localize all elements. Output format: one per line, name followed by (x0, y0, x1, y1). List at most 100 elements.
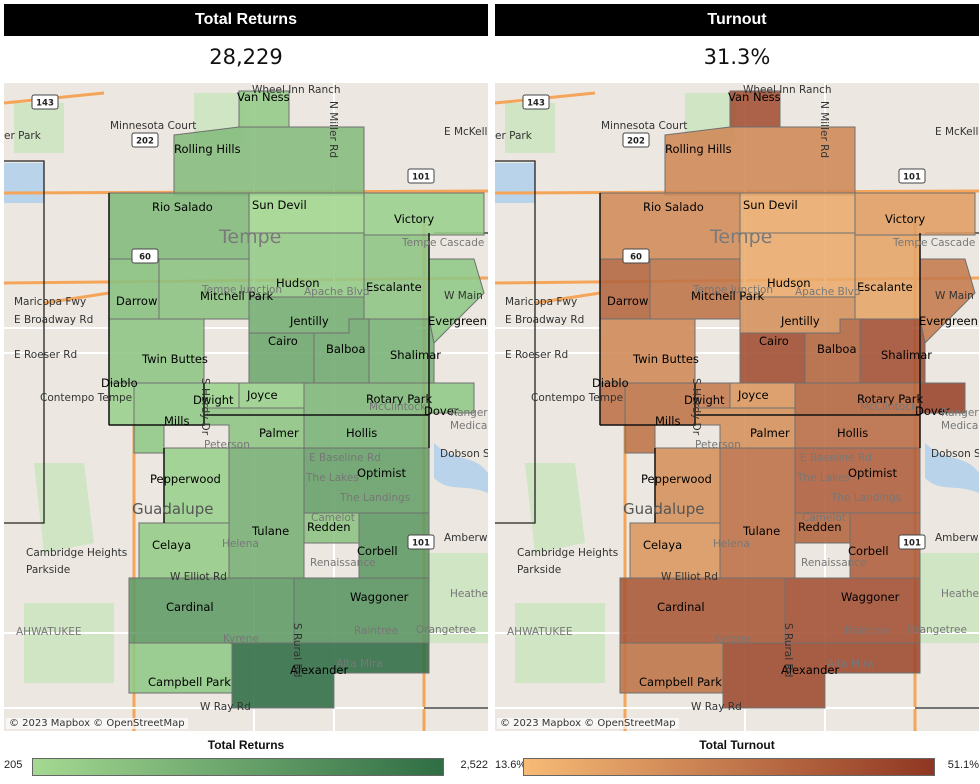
precinct-label: Mitchell Park (200, 289, 274, 303)
map-attribution[interactable]: © 2023 Mapbox © OpenStreetMap (6, 718, 188, 729)
map-place-label: Minnesota Court (110, 120, 196, 132)
water-area (4, 163, 44, 203)
map-place-label: W Ray Rd (200, 701, 251, 713)
precinct-alexander[interactable] (231, 642, 430, 709)
precinct-label: Victory (394, 212, 434, 226)
map-place-label: E Roeser Rd (505, 349, 568, 361)
map-place-label: E Roeser Rd (14, 349, 77, 361)
precinct-tulane[interactable] (719, 447, 796, 579)
map-place-label: Maricopa Fwy (14, 296, 86, 308)
map-place-label: Heatherbrook (450, 588, 488, 600)
precinct-shalimar[interactable] (859, 318, 926, 384)
map-place-label: Renaissance (801, 557, 867, 569)
map-place-label: Peterson (204, 439, 250, 451)
map-place-label: S Hardy Dr (199, 378, 211, 436)
map-place-label: McClintock (860, 401, 918, 413)
map-attribution[interactable]: © 2023 Mapbox © OpenStreetMap (497, 718, 679, 729)
shield-icon (407, 168, 435, 184)
highway-shield: 202 (131, 132, 159, 148)
highway-shield: 101 (898, 168, 926, 184)
map-place-label: The Landings (339, 492, 410, 504)
returns-map[interactable]: Van Ness Rolling Hills Rio Salado Sun Devil… (4, 83, 488, 731)
precinct-label: Celaya (643, 538, 682, 552)
map-place-label: W Elliot Rd (170, 571, 227, 583)
kpi-value: 31.3% (703, 45, 771, 69)
precinct-label: Jentilly (289, 314, 329, 328)
map-place-label: Cambridge Heights (517, 547, 618, 559)
precinct-label: Van Ness (728, 90, 781, 104)
precinct-label: Rio Salado (643, 200, 704, 214)
map-place-label: Tempe Junction (692, 284, 773, 296)
precinct-label: Diablo (592, 376, 629, 390)
precinct-label: Tulane (251, 524, 289, 538)
precinct-twin-buttes[interactable] (599, 318, 696, 384)
map-place-label: Wheel Inn Ranch (252, 84, 341, 96)
turnout-map[interactable]: Van Ness Rolling Hills Rio Salado Sun Devil… (495, 83, 979, 731)
precinct-label: Hudson (276, 276, 320, 290)
map-place-label: N Miller Rd (818, 101, 830, 158)
map-place-label: E Broadway Rd (505, 314, 584, 326)
precinct-label: Dwight (684, 393, 725, 407)
map-place-label: Tempe Cascade (892, 237, 975, 249)
highway-shield: 60 (622, 248, 650, 264)
map-place-label: Apache Blvd (304, 286, 370, 298)
map-place-label: Dobson Shores (931, 448, 979, 460)
map-place-label: Ranger Desert (450, 407, 488, 419)
map-place-label: Medical Center (941, 420, 979, 432)
precinct-label: Corbell (848, 544, 889, 558)
precinct-label: Dover (915, 404, 950, 418)
legend-min: 205 (4, 759, 23, 771)
precinct-label: Alexander (290, 663, 348, 677)
park-area (915, 553, 979, 643)
map-place-label: Parkside (517, 564, 561, 576)
precinct-label: Shalimar (881, 348, 932, 362)
map-place-label: er Park (495, 130, 533, 142)
highway-shield: 60 (131, 248, 159, 264)
map-place-label: Orangetree (416, 624, 476, 636)
precinct-victory[interactable] (363, 192, 485, 236)
precinct-label: Alexander (781, 663, 839, 677)
legend-gradient-bar (32, 758, 444, 776)
park-area (34, 463, 94, 553)
map-svg[interactable]: Van Ness Rolling Hills Rio Salado Sun Devil… (4, 83, 488, 731)
map-place-label: E Baseline Rd (800, 452, 872, 464)
map-place-label: The Lakes (796, 472, 850, 484)
kpi-value: 28,229 (209, 45, 283, 69)
precinct-label: Rotary Park (366, 392, 432, 406)
map-place-label: Raintree (845, 625, 889, 637)
precinct-label: Redden (307, 520, 351, 534)
precinct-label: Mills (164, 414, 190, 428)
map-place-label: Ranger Desert (941, 407, 979, 419)
water-area (495, 163, 535, 203)
precinct-victory[interactable] (854, 192, 976, 236)
map-place-label: Kyrene (714, 633, 750, 645)
map-place-label: er Park (4, 130, 42, 142)
legend-min: 13.6% (495, 759, 527, 771)
precinct-label: Balboa (326, 342, 366, 356)
precinct-darrow[interactable] (108, 258, 160, 320)
precinct-label: Corbell (357, 544, 398, 558)
precinct-label: Waggoner (841, 590, 900, 604)
map-svg[interactable]: Van Ness Rolling Hills Rio Salado Sun Devil… (495, 83, 979, 731)
city-boundary (4, 160, 45, 524)
precinct-layer[interactable] (599, 90, 976, 709)
map-place-label: Alta Mira (827, 658, 874, 670)
map-place-label: E McKellips (444, 126, 488, 138)
precinct-darrow[interactable] (599, 258, 651, 320)
panel-title: Total Returns (4, 4, 488, 36)
map-place-label: N Miller Rd (327, 101, 339, 158)
precinct-label: Victory (885, 212, 925, 226)
precinct-label: Rolling Hills (665, 142, 732, 156)
precinct-alexander[interactable] (722, 642, 921, 709)
precinct-label: Joyce (737, 388, 769, 402)
legend-title: Total Returns (207, 738, 285, 752)
precinct-tulane[interactable] (228, 447, 305, 579)
map-place-label: The Landings (830, 492, 901, 504)
map-place-label: Camelot (802, 512, 846, 524)
precinct-label: Twin Buttes (632, 352, 699, 366)
precinct-layer[interactable] (108, 90, 485, 709)
precinct-label: Escalante (857, 280, 913, 294)
precinct-shalimar[interactable] (368, 318, 435, 384)
map-place-label: Wheel Inn Ranch (743, 84, 832, 96)
precinct-twin-buttes[interactable] (108, 318, 205, 384)
